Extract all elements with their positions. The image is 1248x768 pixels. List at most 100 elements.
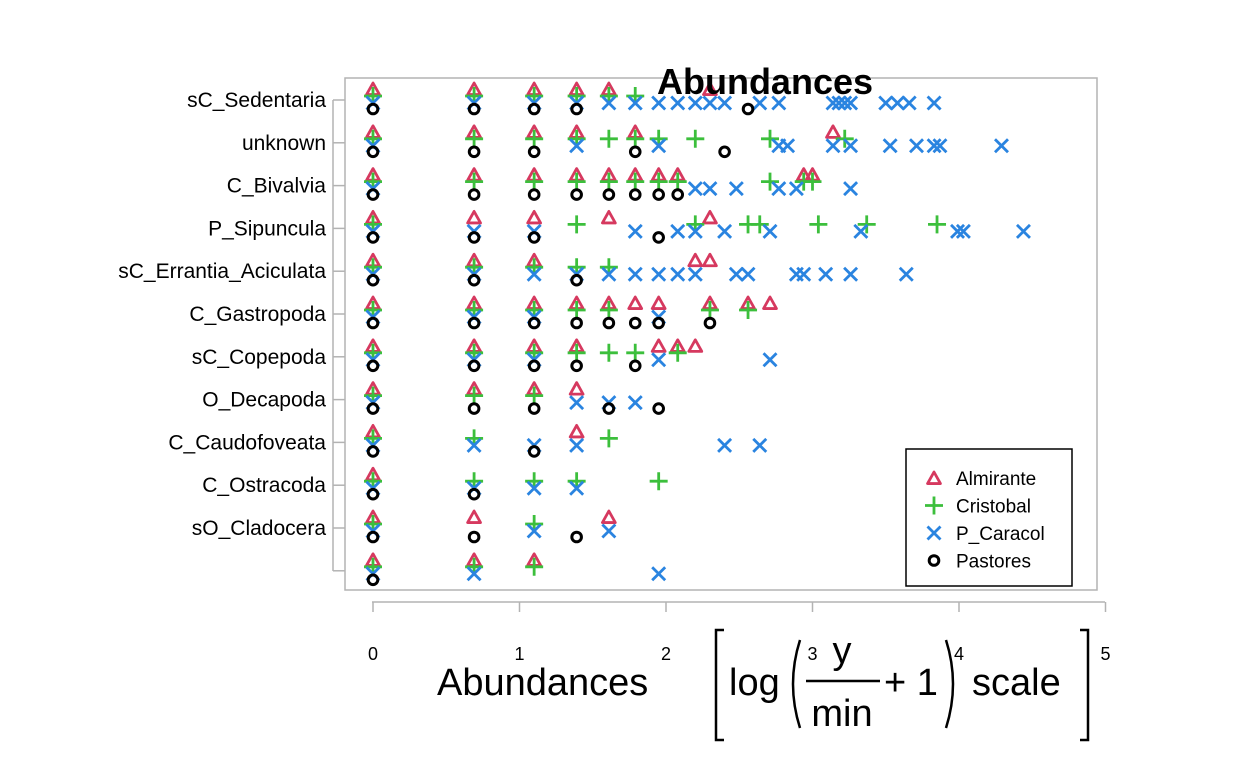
data-point [570, 102, 583, 116]
data-point [366, 316, 380, 330]
data-point [825, 138, 841, 154]
data-point [728, 181, 744, 197]
data-point [626, 343, 645, 362]
data-point [825, 124, 841, 139]
x-tick-label: 1 [514, 644, 524, 664]
data-point [525, 129, 544, 148]
y-tick-label: sC_Sedentaria [187, 89, 326, 112]
data-point [567, 301, 586, 319]
data-point [628, 359, 642, 373]
x-tick-label: 0 [368, 644, 378, 664]
data-point [627, 295, 644, 310]
data-point [567, 343, 586, 362]
data-point [668, 343, 687, 362]
data-point [771, 181, 787, 197]
data-point [628, 188, 642, 201]
x-label-scale: scale [972, 662, 1061, 704]
data-point [843, 266, 859, 282]
data-point [652, 402, 665, 415]
data-point [771, 95, 787, 111]
x-label-left-bracket [714, 628, 724, 742]
data-point [626, 172, 645, 191]
data-point [651, 352, 667, 368]
data-point [465, 129, 484, 148]
data-point [568, 423, 585, 439]
x-axis-label: Abundances log y min + 1 scale [437, 628, 1090, 742]
data-point [601, 266, 617, 282]
data-point [466, 437, 482, 453]
data-point [527, 188, 541, 201]
data-point [932, 138, 948, 154]
data-point [955, 223, 971, 239]
data-point [467, 231, 481, 244]
legend-item: Pastores [927, 552, 1031, 573]
data-point [467, 402, 481, 415]
data-point [687, 223, 703, 239]
data-point [761, 172, 780, 191]
data-point [878, 95, 894, 111]
data-point [466, 566, 482, 582]
data-point [703, 316, 717, 330]
legend-marker [926, 470, 942, 485]
data-point [366, 273, 380, 287]
data-point [626, 129, 645, 148]
data-point [366, 231, 380, 244]
x-label-denominator: min [811, 693, 872, 735]
data-point [568, 381, 585, 396]
data-point [602, 188, 616, 201]
data-point [687, 95, 703, 111]
data-point [752, 95, 768, 111]
data-point [599, 172, 618, 191]
data-point [843, 138, 859, 154]
x-tick-label: 4 [954, 644, 964, 664]
data-point [366, 102, 380, 116]
data-point [668, 172, 687, 191]
data-point [599, 129, 618, 148]
legend-marker [926, 525, 942, 541]
y-tick-label: C_Caudofoveata [168, 431, 326, 454]
data-point [740, 266, 756, 282]
data-point [671, 188, 685, 201]
data-point [687, 338, 704, 353]
data-point [570, 316, 583, 330]
data-point [527, 316, 541, 330]
data-point [602, 402, 616, 415]
data-point [569, 138, 585, 154]
data-point [717, 95, 733, 111]
data-point [601, 509, 617, 524]
legend-label: Cristobal [956, 497, 1031, 518]
legend-marker [925, 496, 943, 515]
data-point [700, 301, 719, 319]
data-point [926, 95, 942, 111]
data-point [652, 231, 665, 244]
data-point [652, 316, 665, 330]
data-point [526, 266, 542, 282]
data-point [570, 530, 583, 544]
data-point [567, 172, 586, 191]
data-point [467, 102, 481, 116]
x-label-word: Abundances [437, 662, 648, 704]
legend: Almirante Cristobal P_Caracol Pastores [905, 448, 1073, 587]
data-point [627, 266, 643, 282]
data-point [670, 95, 686, 111]
data-point [467, 145, 481, 159]
data-point [366, 359, 380, 373]
plot-frame [344, 77, 1098, 591]
data-point [652, 188, 665, 201]
data-point [752, 437, 768, 453]
data-point [599, 343, 618, 362]
data-point [803, 172, 822, 191]
data-point [818, 266, 834, 282]
data-point [928, 215, 947, 234]
data-point [627, 223, 643, 239]
data-point [527, 231, 541, 244]
data-point [993, 138, 1009, 154]
data-point [889, 95, 905, 111]
data-point [882, 138, 898, 154]
data-point [837, 95, 853, 111]
data-point [467, 487, 481, 501]
data-point [717, 223, 733, 239]
data-point [366, 487, 380, 501]
data-point [796, 266, 812, 282]
data-point [570, 188, 583, 201]
